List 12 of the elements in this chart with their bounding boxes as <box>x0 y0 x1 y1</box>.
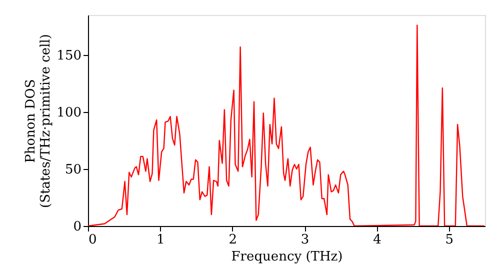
x-tick-label: 1 <box>156 232 165 248</box>
x-tick-label: 2 <box>228 232 238 248</box>
x-axis-title: Frequency (THz) <box>231 250 343 264</box>
y-tick-label: 100 <box>56 105 82 120</box>
x-tick-label: 3 <box>300 232 310 248</box>
y-tick-label: 50 <box>64 162 82 178</box>
y-tick-label: 0 <box>73 220 82 234</box>
x-tick-label: 5 <box>445 232 454 248</box>
y-tick-label: 150 <box>56 48 82 64</box>
x-tick-label: 0 <box>88 232 97 248</box>
y-axis-title: Phonon DOS (States/THz·primitive cell) <box>24 34 54 208</box>
x-tick-label: 4 <box>373 232 382 248</box>
